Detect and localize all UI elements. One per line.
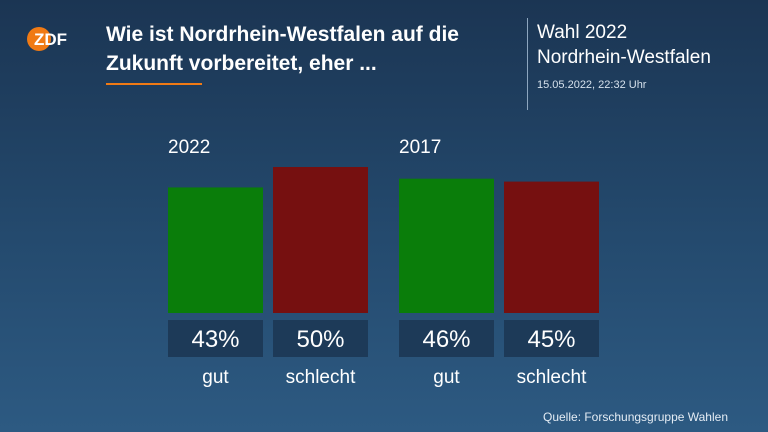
source-note: Quelle: Forschungsgruppe Wahlen — [543, 410, 728, 424]
data-label-2017-gut: 46% — [422, 326, 470, 353]
bar-2017-schlecht — [504, 181, 599, 313]
page-title: Wie ist Nordrhein-Westfalen auf die Zuku… — [106, 23, 459, 75]
data-label-2017-schlecht: 45% — [527, 326, 575, 353]
data-label-2022-gut: 43% — [191, 326, 239, 353]
data-label-2022-schlecht: 50% — [296, 326, 344, 353]
category-label-2017-schlecht: schlecht — [517, 367, 587, 388]
event-title: Wahl 2022 Nordrhein-Westfalen — [537, 20, 711, 70]
group-label-2017: 2017 — [399, 137, 441, 158]
category-label-2022-gut: gut — [202, 367, 229, 388]
value-box-2022-schlecht — [273, 320, 368, 357]
timestamp: 15.05.2022, 22:32 Uhr — [537, 79, 647, 91]
group-label-2022: 2022 — [168, 137, 210, 158]
value-box-2017-schlecht — [504, 320, 599, 357]
category-label-2022-schlecht: schlecht — [286, 367, 356, 388]
bar-2022-gut — [168, 187, 263, 313]
value-box-2022-gut — [168, 320, 263, 357]
bar-2022-schlecht — [273, 167, 368, 313]
event-title-line1: Wahl 2022 — [537, 22, 628, 43]
zdf-logo: ZDF — [27, 27, 67, 51]
zdf-logo-text: ZDF — [34, 30, 67, 49]
title-underline — [106, 83, 202, 85]
bar-2017-gut — [399, 178, 494, 313]
event-title-line2: Nordrhein-Westfalen — [537, 47, 711, 68]
category-label-2017-gut: gut — [433, 367, 460, 388]
header-divider — [527, 18, 528, 110]
value-box-2017-gut — [399, 320, 494, 357]
